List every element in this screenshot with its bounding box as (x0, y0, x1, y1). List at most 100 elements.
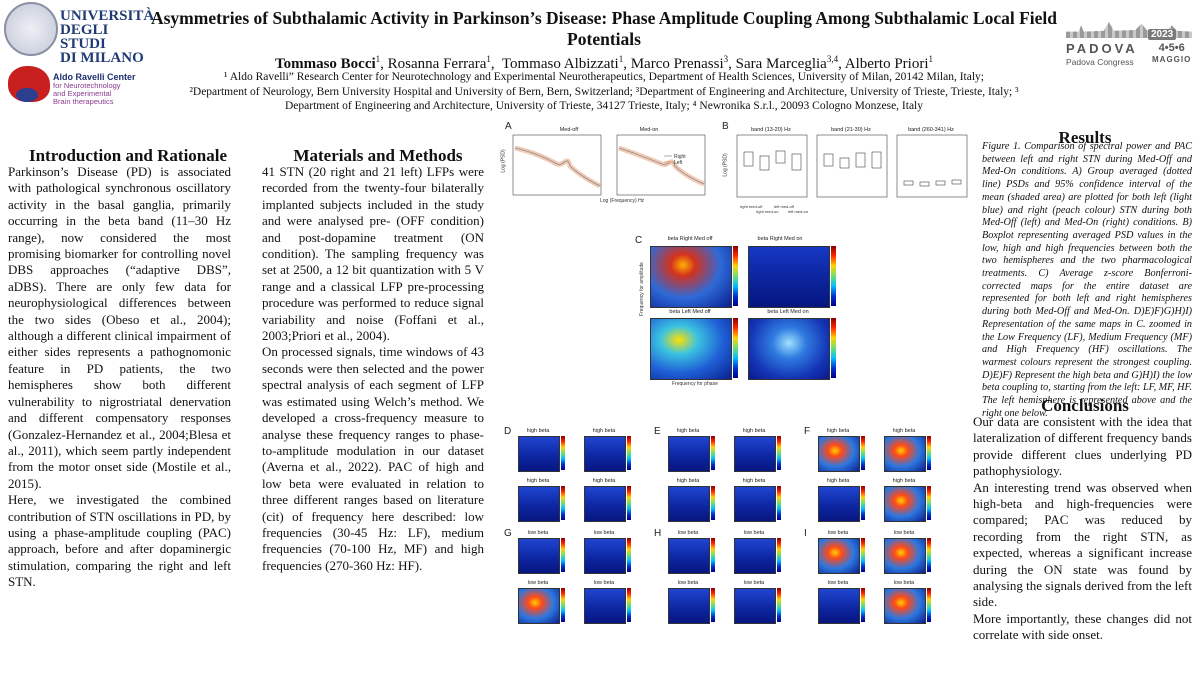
panel-label: D (504, 426, 512, 437)
pac-panel-title: high beta (892, 428, 916, 434)
pac-heatmap (818, 538, 860, 574)
pac-panel-title: high beta (826, 478, 850, 484)
university-name-line-3: DI MILANO (60, 50, 144, 66)
university-name-line-2: DEGLI STUDI (60, 22, 109, 52)
pac-panel-title: low beta (527, 530, 549, 536)
conclusion-paragraph: Our data are consistent with the idea th… (973, 414, 1192, 479)
university-name-line-1: UNIVERSITÀ (60, 8, 155, 24)
congress-month: MAGGIO (1152, 55, 1192, 64)
colorbar (561, 538, 565, 572)
affiliations: ¹ Aldo Ravelli” Research Center for Neur… (148, 70, 1060, 114)
author-name: Alberto Priori (844, 56, 929, 72)
panel-c-title: beta Right Med on (757, 236, 803, 242)
results-figure: A Med-off Med-on Log (PSD) Log (Frequenc… (500, 118, 970, 675)
pac-panel-title: high beta (592, 428, 616, 434)
author-affiliation-mark: 1 (618, 54, 624, 64)
colorbar (561, 436, 565, 470)
panel-a-title: Med-on (639, 127, 659, 133)
colorbar (861, 486, 865, 520)
pac-panel-title: low beta (893, 580, 915, 586)
panel-label: I (804, 528, 807, 539)
author-affiliation-mark: 1 (486, 54, 491, 64)
pac-panel-title: low beta (527, 580, 549, 586)
ravelli-sub-line-2: and Experimental (53, 89, 112, 98)
congress-city: PADOVA (1066, 41, 1138, 56)
author-affiliation-mark: 3,4 (826, 54, 839, 64)
heatmap-right-med-off (650, 246, 732, 308)
author-name: Sara Marceglia (735, 56, 827, 72)
colorbar (927, 588, 931, 622)
author-separator: , (838, 56, 845, 72)
colorbar (627, 538, 631, 572)
congress-year: 2023 (1148, 29, 1177, 40)
panel-label: C (635, 235, 643, 246)
pac-panel-title: high beta (742, 478, 766, 484)
pac-heatmap (734, 538, 776, 574)
colorbar (561, 588, 565, 622)
pac-heatmap (884, 486, 926, 522)
colorbar (777, 538, 781, 572)
colorbar (927, 436, 931, 470)
author-affiliation-mark: 3 (723, 54, 729, 64)
colorbar (861, 436, 865, 470)
pac-heatmap (668, 538, 710, 574)
methods-paragraph: On processed signals, time windows of 43… (262, 344, 484, 573)
pac-heatmap (584, 588, 626, 624)
pac-heatmap (818, 486, 860, 522)
intro-paragraph: Here, we investigated the combined contr… (8, 492, 231, 590)
colorbar (561, 486, 565, 520)
university-seal-icon (4, 2, 58, 56)
pac-heatmap (734, 588, 776, 624)
pac-heatmap (584, 436, 626, 472)
colorbar (627, 486, 631, 520)
pac-panel-title: high beta (592, 478, 616, 484)
pac-panel-title: high beta (676, 428, 700, 434)
panel-c-xlabel: Frequency for phase (672, 381, 718, 387)
panel-b-tick: left med-on (788, 209, 809, 214)
panel-label: G (504, 528, 512, 539)
colorbar (627, 588, 631, 622)
pac-panel-title: high beta (526, 478, 550, 484)
conclusions-heading: Conclusions (1041, 396, 1129, 415)
pac-panel-title: high beta (676, 478, 700, 484)
colorbar (861, 588, 865, 622)
ravelli-center-name: Aldo Ravelli Center (53, 72, 136, 82)
results-heading: Results (1058, 128, 1112, 147)
author-separator: , (490, 56, 502, 72)
ravelli-center-logo: Aldo Ravelli Center for Neurotechnology … (8, 64, 138, 114)
colorbar (927, 486, 931, 520)
conclusion-paragraph: More importantly, these changes did not … (973, 610, 1192, 643)
legend-left: Left (674, 160, 683, 166)
pac-panel-title: low beta (593, 580, 615, 586)
intro-body: Parkinson’s Disease (PD) is associated w… (8, 164, 231, 591)
pac-panel-title: low beta (827, 530, 849, 536)
colorbar (861, 538, 865, 572)
colorbar (831, 318, 836, 378)
panel-label: E (654, 426, 661, 437)
colorbar (711, 436, 715, 470)
legend-right: Right (674, 154, 686, 160)
ravelli-sub-line-1: for Neurotechnology (53, 81, 121, 90)
pac-heatmap (734, 436, 776, 472)
pac-heatmap (884, 538, 926, 574)
author-name: Rosanna Ferrara (387, 56, 487, 72)
panel-b-title: band (260-341) Hz (908, 127, 954, 133)
pac-panel-title: low beta (743, 530, 765, 536)
panel-b-title: band (13-20) Hz (751, 127, 791, 133)
panel-b-ylabel: Log (PSD) (722, 153, 729, 177)
pac-heatmap (518, 588, 560, 624)
congress-logo: 2023 PADOVA Padova Congress 4•5•6 MAGGIO (1064, 10, 1194, 70)
heatmap-right-med-on (748, 246, 830, 308)
congress-days: 4•5•6 (1158, 42, 1185, 54)
pac-heatmap (818, 588, 860, 624)
pac-panel-title: high beta (526, 428, 550, 434)
affiliation-line: ¹ Aldo Ravelli” Research Center for Neur… (224, 71, 984, 83)
psd-plot (512, 134, 706, 196)
panel-label: F (804, 426, 811, 437)
conclusions-body: Our data are consistent with the idea th… (973, 414, 1192, 644)
pac-heatmap (734, 486, 776, 522)
pac-heatmap (584, 538, 626, 574)
pac-heatmap (518, 486, 560, 522)
panel-b-tick: right med-off (740, 204, 763, 209)
ravelli-sub-line-3: Brain therapeutics (53, 97, 114, 106)
